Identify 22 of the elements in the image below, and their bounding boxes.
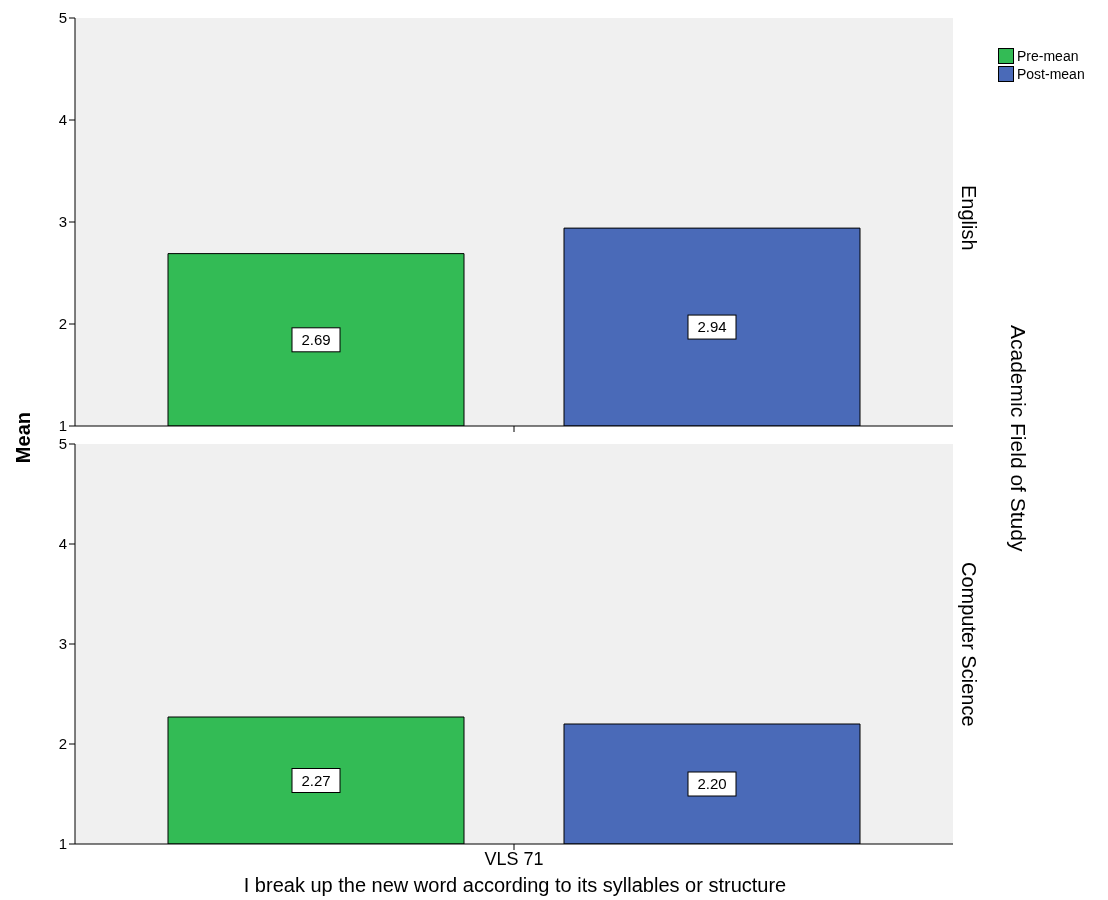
y-tick-label: 1 — [58, 835, 67, 853]
y-tick-label: 5 — [58, 9, 67, 27]
data-label: 2.69 — [301, 330, 331, 348]
y-tick-label: 5 — [58, 435, 67, 453]
x-axis-title: I break up the new word according to its syllables or structure — [242, 874, 788, 897]
y-tick-label: 4 — [58, 111, 67, 129]
text: Computer Science — [956, 561, 980, 727]
text: Academic Field of Study — [1006, 324, 1030, 552]
y-tick-label: 3 — [58, 635, 67, 653]
data-label: 2.20 — [697, 775, 727, 792]
y-tick-label: 4 — [58, 535, 67, 553]
data-label: 2.94 — [697, 318, 727, 336]
legend-label: Pre-mean — [1017, 48, 1079, 64]
y-tick-label: 2 — [58, 315, 67, 333]
y-tick-label: 3 — [58, 213, 67, 231]
data-label: 2.27 — [301, 771, 331, 789]
x-tick-label: VLS 71 — [484, 848, 544, 869]
y-axis-title: Mean — [11, 412, 35, 464]
legend-label: Post-mean — [1017, 66, 1085, 82]
text: English — [956, 185, 980, 251]
y-tick-label: 2 — [58, 735, 67, 753]
y-tick-label: 1 — [58, 417, 67, 435]
